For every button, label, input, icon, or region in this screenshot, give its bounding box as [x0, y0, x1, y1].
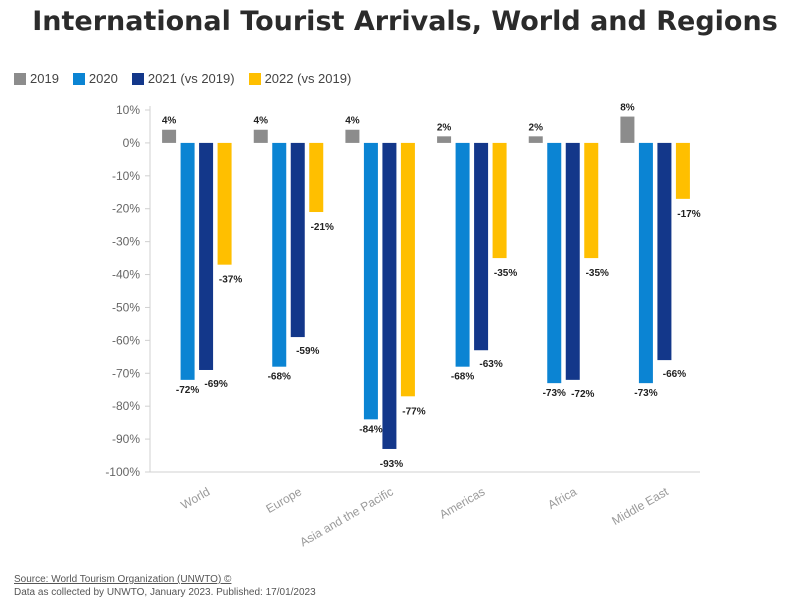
bar — [180, 142, 195, 380]
data-label: -35% — [586, 268, 609, 279]
legend-item-2021[interactable]: 2021 (vs 2019) — [131, 71, 235, 86]
legend-swatch — [14, 72, 26, 85]
data-label: -84% — [359, 424, 382, 435]
data-label: -35% — [494, 268, 517, 279]
data-label: -72% — [571, 389, 594, 400]
bar — [675, 142, 690, 199]
legend-item-2022[interactable]: 2022 (vs 2019) — [248, 71, 352, 86]
legend-swatch — [131, 72, 144, 85]
data-label: -72% — [176, 385, 199, 396]
y-tick-label: 10% — [116, 103, 140, 117]
data-label: 4% — [345, 116, 360, 127]
bar — [290, 142, 305, 338]
legend-swatch — [72, 72, 85, 85]
y-tick-label: -100% — [105, 465, 140, 479]
data-label: -37% — [219, 275, 242, 286]
data-label: -68% — [451, 372, 474, 383]
chart-legend: 2019 2020 2021 (vs 2019) 2022 (vs 2019) — [14, 71, 351, 86]
data-label: -69% — [204, 379, 227, 390]
bar — [492, 142, 507, 259]
data-label: -17% — [677, 209, 700, 220]
x-category-label: World — [178, 484, 212, 512]
x-category-label: Europe — [263, 484, 304, 516]
y-tick-label: -80% — [112, 399, 140, 413]
bar — [272, 142, 287, 367]
bar-chart: 10% 0% -10% -20% -30% -40% -50% -60% -70% -80% -90… — [105, 103, 700, 550]
bar — [657, 142, 672, 361]
bar — [217, 142, 232, 265]
bar — [400, 142, 415, 397]
y-tick-label: -20% — [112, 202, 140, 216]
data-label: -93% — [380, 459, 403, 470]
bar — [345, 129, 360, 143]
x-category-label: Americas — [437, 484, 487, 521]
y-tick-label: -70% — [112, 366, 140, 380]
data-label: -66% — [663, 369, 686, 380]
data-label: -59% — [296, 346, 319, 357]
legend-swatch — [248, 72, 261, 85]
bar — [474, 142, 489, 351]
y-tick-label: -30% — [112, 235, 140, 249]
data-label: -77% — [402, 406, 425, 417]
x-category-label: Middle East — [609, 484, 671, 528]
data-label: -63% — [479, 359, 502, 370]
x-category-label: Asia and the Pacific — [297, 484, 395, 549]
bar — [638, 142, 653, 384]
y-tick-label: -50% — [112, 300, 140, 314]
legend-item-2019[interactable]: 2019 — [14, 71, 59, 86]
bar — [455, 142, 470, 367]
bar — [528, 136, 543, 143]
bar — [620, 116, 635, 143]
bar — [363, 142, 378, 420]
bar — [565, 142, 580, 380]
data-label: -21% — [311, 222, 334, 233]
legend-label: 2021 (vs 2019) — [147, 71, 235, 86]
legend-item-2020[interactable]: 2020 — [72, 71, 118, 86]
legend-label: 2022 (vs 2019) — [264, 71, 352, 86]
bar — [309, 142, 324, 213]
bar — [382, 142, 397, 449]
data-label: 4% — [162, 116, 177, 127]
data-label: 2% — [437, 122, 452, 133]
data-label: -68% — [268, 372, 291, 383]
bar — [437, 136, 452, 143]
y-tick-label: 0% — [123, 136, 141, 150]
bar — [547, 142, 562, 384]
bar — [162, 129, 177, 143]
data-label: -73% — [634, 388, 657, 399]
x-category-label: Africa — [545, 484, 579, 512]
bar — [253, 129, 268, 143]
data-label: -73% — [543, 388, 566, 399]
chart-footer: Source: World Tourism Organization (UNWT… — [14, 573, 316, 599]
y-tick-label: -90% — [112, 432, 140, 446]
legend-label: 2020 — [88, 71, 118, 86]
chart-title: International Tourist Arrivals, World an… — [32, 6, 778, 37]
y-tick-label: -10% — [112, 169, 140, 183]
data-label: 8% — [620, 103, 635, 114]
bar — [199, 142, 214, 370]
publication-note: Data as collected by UNWTO, January 2023… — [14, 587, 316, 598]
source-link[interactable]: Source: World Tourism Organization (UNWT… — [14, 574, 232, 585]
data-label: 4% — [254, 116, 269, 127]
legend-label: 2019 — [30, 71, 59, 86]
y-tick-label: -60% — [112, 333, 140, 347]
y-tick-label: -40% — [112, 268, 140, 282]
data-label: 2% — [529, 122, 544, 133]
bar — [584, 142, 599, 259]
